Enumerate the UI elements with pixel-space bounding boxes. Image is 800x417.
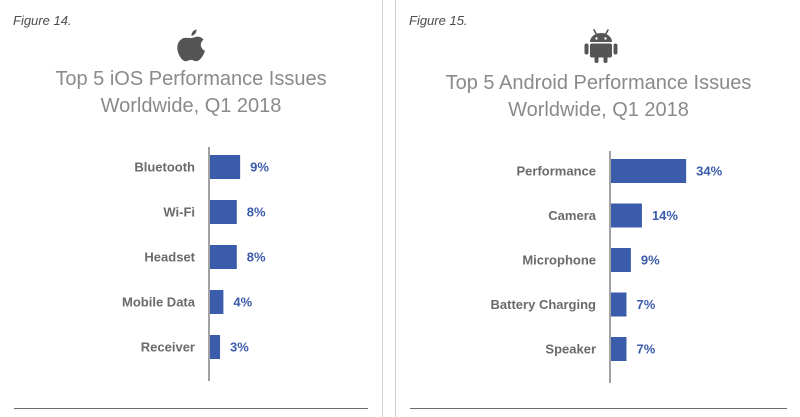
android-issues-bar-chart: Performance 34% Camera 14% Microphone 9% Batte…	[491, 151, 723, 383]
category-label: Speaker	[545, 342, 596, 357]
bar	[611, 248, 631, 272]
ios-issues-bar-chart: Bluetooth 9% Wi-Fi 8% Headset 8% Mobile Data 4%…	[122, 147, 269, 381]
chart-title-line-1: Top 5 iOS Performance Issues	[55, 68, 327, 90]
value-label: 14%	[652, 208, 678, 223]
category-label: Mobile Data	[122, 295, 196, 310]
value-label: 4%	[233, 295, 252, 310]
category-label: Bluetooth	[134, 160, 195, 175]
bar	[210, 290, 224, 314]
bar	[210, 335, 221, 359]
apple-logo-icon	[177, 29, 205, 62]
value-label: 7%	[636, 342, 655, 357]
bottom-divider	[410, 408, 787, 409]
bottom-divider	[14, 408, 368, 409]
category-label: Camera	[548, 208, 596, 223]
figure-14-panel: Figure 14. Top 5 iOS Performance Issues …	[0, 0, 383, 417]
category-label: Wi-Fi	[163, 205, 195, 220]
value-label: 9%	[250, 160, 269, 175]
value-label: 8%	[247, 205, 266, 220]
value-label: 34%	[696, 164, 722, 179]
chart-title: Top 5 iOS Performance Issues Worldwide, …	[0, 66, 382, 120]
value-label: 7%	[636, 297, 655, 312]
category-label: Battery Charging	[491, 297, 597, 312]
chart-title-line-2: Worldwide, Q1 2018	[100, 95, 282, 117]
category-label: Headset	[144, 250, 195, 265]
chart-title-line-1: Top 5 Android Performance Issues	[445, 72, 752, 94]
value-label: 9%	[641, 253, 660, 268]
value-label: 8%	[247, 250, 266, 265]
bar	[611, 337, 627, 361]
bar	[210, 200, 237, 224]
android-logo-icon	[584, 29, 618, 63]
bar	[210, 245, 237, 269]
bar	[611, 203, 642, 228]
value-label: 3%	[230, 340, 249, 355]
figure-15-panel: Figure 15. Top 5 Android Performance Iss…	[395, 0, 800, 417]
bar	[210, 155, 241, 179]
figure-label: Figure 15.	[409, 13, 468, 28]
category-label: Performance	[517, 164, 596, 179]
bar	[611, 292, 627, 317]
chart-title-line-2: Worldwide, Q1 2018	[508, 99, 689, 121]
bar	[611, 159, 687, 183]
category-label: Microphone	[522, 253, 596, 268]
category-label: Receiver	[141, 340, 195, 355]
chart-title: Top 5 Android Performance Issues Worldwi…	[396, 70, 800, 124]
figure-label: Figure 14.	[13, 13, 72, 28]
